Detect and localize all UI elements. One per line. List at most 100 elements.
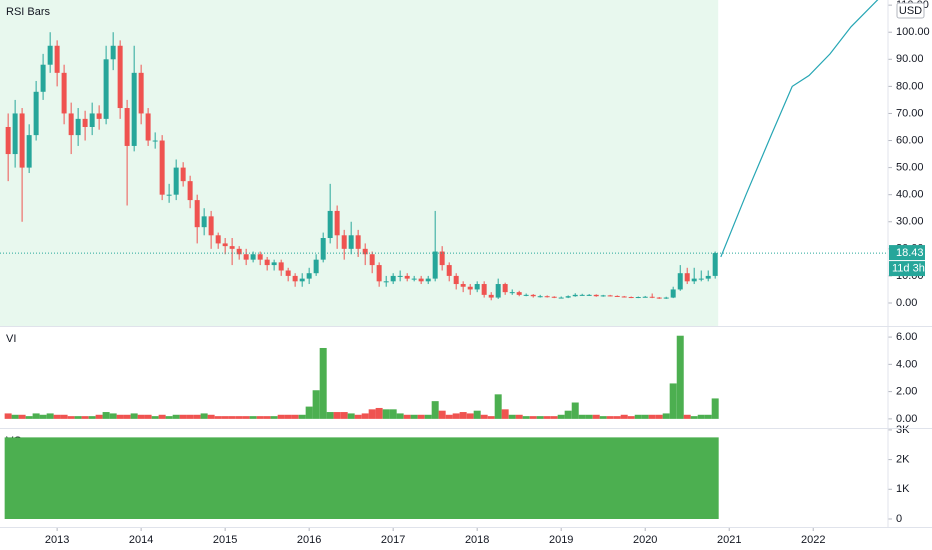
candle-body [40,64,46,92]
countdown-box [889,261,925,277]
volume-bar [130,413,138,419]
candle-body [131,72,137,146]
candle-body [369,254,375,266]
candle-body [124,108,130,146]
pane-title: RSI Bars [6,6,51,18]
volume-bar [641,414,649,419]
volume-bar [186,414,194,419]
candle-body [663,297,669,299]
volume-bar [123,414,131,419]
candle-body [341,235,347,249]
volume-bar [228,416,236,419]
volume-bar [515,414,523,419]
volume-bar [557,414,565,419]
candle-body [390,275,396,282]
volume-bar [347,413,355,419]
y-tick-label: 6.00 [896,331,917,343]
volume-bar [256,416,264,419]
candle-body [180,167,186,182]
candle-body [355,235,361,249]
volume-bar [284,414,292,419]
candle-body [586,294,592,296]
candle-body [593,294,599,297]
volume-bar [25,416,33,419]
candle-body [712,253,718,276]
projection-line [720,0,879,258]
candle-body [551,296,557,298]
volume-bar [60,414,68,419]
volume-bar [137,414,145,419]
candle-body [453,275,459,285]
candle-body [691,278,697,282]
candle-body [698,278,704,280]
candle-body [579,294,585,296]
volume-bar [11,414,19,419]
volume-bar [67,416,75,419]
volume-bar [382,409,390,419]
volume-bar [592,414,600,419]
volume-bar [403,414,411,419]
candle-body [82,118,88,127]
candle-body [635,297,641,299]
volume-bar [340,412,348,419]
candle-body [68,113,74,136]
y-tick-label: 0.00 [896,413,917,425]
candle-body [26,135,32,168]
y-tick-label: 30.00 [896,216,924,228]
y-tick-label: 4.00 [896,358,917,370]
candle-body [271,262,277,266]
volume-bar [74,416,82,419]
candle-body [117,45,123,109]
volume-bar [459,412,467,419]
candle-body [656,297,662,299]
candle-body [439,251,445,266]
volume-bar [564,410,572,419]
volume-bar [298,414,306,419]
candle-body [474,284,480,290]
vg-area [4,437,719,519]
volume-bar [690,416,698,419]
volume-bar [263,416,271,419]
volume-bar [32,413,40,419]
volume-bar [662,413,670,419]
x-tick-label: 2020 [633,534,657,546]
candle-body [467,286,473,290]
volume-bar [704,414,712,419]
candle-body [376,265,382,282]
candle-body [418,278,424,282]
candle-body [607,295,613,297]
volume-bar [39,414,47,419]
volume-bar [4,413,12,419]
volume-bar [543,416,551,419]
candle-body [194,200,200,228]
volume-bar [333,412,341,419]
volume-bar [571,402,579,419]
candle-body [558,297,564,299]
volume-bar [235,416,243,419]
x-tick-label: 2013 [45,534,69,546]
y-tick-label: 60.00 [896,134,924,146]
candle-body [313,259,319,274]
candle-body [173,167,179,195]
volume-bar [711,398,719,419]
candle-body [306,273,312,279]
candle-body [89,113,95,127]
volume-bar [368,409,376,419]
candle-body [446,265,452,276]
y-tick-label: 70.00 [896,107,924,119]
candle-body [481,284,487,295]
volume-bar [396,413,404,419]
volume-bar [522,416,530,419]
volume-bar [88,416,96,419]
x-tick-label: 2021 [717,534,741,546]
volume-bar [277,414,285,419]
candle-body [642,296,648,298]
y-tick-label: 80.00 [896,80,924,92]
candle-body [621,296,627,298]
volume-bar [389,409,397,419]
volume-bar [305,406,313,419]
volume-bar [578,414,586,419]
volume-bar [200,413,208,419]
volume-bar [354,414,362,419]
pane-title: VI [6,333,16,345]
